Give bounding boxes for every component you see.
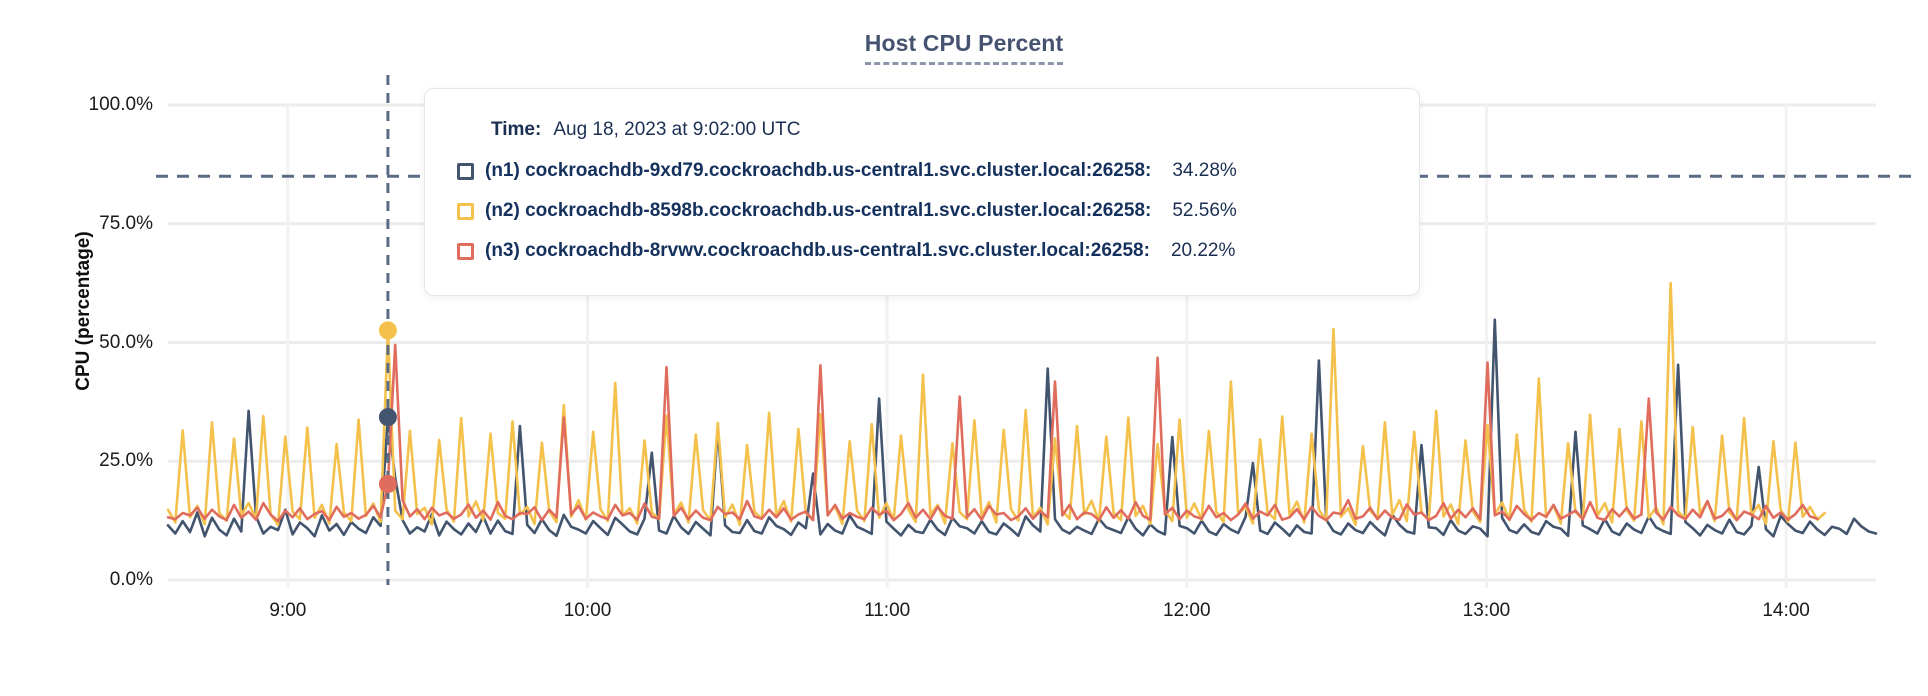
y-tick-label: 25.0% [99, 450, 153, 472]
hover-tooltip[interactable]: Time: Aug 18, 2023 at 9:02:00 UTC (n1) c… [424, 88, 1420, 296]
tooltip-series-value: 52.56% [1172, 200, 1237, 221]
cursor-markers [378, 321, 397, 493]
x-tick-label: 10:00 [563, 600, 612, 621]
tooltip-series-row: (n1) cockroachdb-9xd79.cockroachdb.us-ce… [451, 151, 1393, 191]
tooltip-series-value: 20.22% [1170, 240, 1236, 261]
tooltip-series-list: (n1) cockroachdb-9xd79.cockroachdb.us-ce… [451, 151, 1393, 271]
x-tick-label: 9:00 [269, 600, 307, 621]
series-color-swatch-icon [457, 202, 474, 220]
y-tick-label: 100.0% [88, 94, 153, 115]
tooltip-series-row: (n3) cockroachdb-8rvwv.cockroachdb.us-ce… [451, 231, 1393, 271]
tooltip-series-name: (n3) cockroachdb-8rvwv.cockroachdb.us-ce… [485, 240, 1150, 261]
y-tick-label: 0.0% [109, 569, 153, 590]
tooltip-series-value: 34.28% [1172, 160, 1237, 181]
series-color-swatch-icon [457, 162, 474, 180]
series-lines [166, 281, 1878, 538]
x-tick-label: 14:00 [1762, 600, 1810, 621]
tooltip-time-value: Aug 18, 2023 at 9:02:00 UTC [553, 119, 801, 140]
y-tick-label: 75.0% [99, 212, 153, 234]
chart-title-text: Host CPU Percent [864, 30, 1064, 65]
page-title: Host CPU Percent [0, 30, 1928, 65]
y-tick-label: 50.0% [99, 331, 153, 353]
tooltip-time-label: Time: [491, 119, 542, 140]
tooltip-time-row: Time: Aug 18, 2023 at 9:02:00 UTC [451, 111, 1393, 151]
series-color-swatch-icon [457, 242, 474, 260]
x-tick-label: 13:00 [1462, 600, 1511, 621]
tooltip-series-row: (n2) cockroachdb-8598b.cockroachdb.us-ce… [451, 191, 1393, 231]
tooltip-series-name: (n1) cockroachdb-9xd79.cockroachdb.us-ce… [485, 160, 1152, 181]
tooltip-series-name: (n2) cockroachdb-8598b.cockroachdb.us-ce… [485, 200, 1152, 221]
x-tick-label: 12:00 [1163, 600, 1211, 621]
x-tick-label: 11:00 [864, 600, 911, 621]
